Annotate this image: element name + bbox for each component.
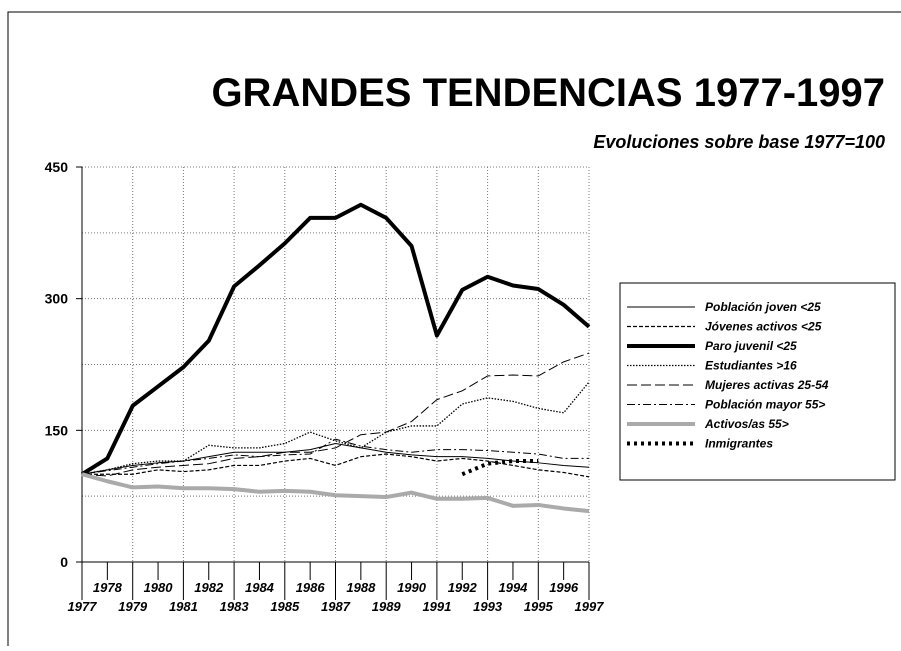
x-tick-label: 1983 — [220, 599, 250, 614]
series-line — [81, 438, 589, 475]
x-tick-label: 1979 — [118, 599, 148, 614]
x-tick-label: 1977 — [68, 599, 98, 614]
x-tick-label: 1985 — [270, 599, 300, 614]
frame — [7, 11, 901, 646]
x-tick-label: 1992 — [448, 580, 478, 595]
legend-label: Población joven <25 — [705, 300, 821, 314]
legend-label: Mujeres activas 25-54 — [705, 378, 829, 392]
x-tick-label: 1978 — [93, 580, 123, 595]
x-tick-label: 1984 — [245, 580, 275, 595]
series-line — [461, 459, 539, 477]
legend-label: Activos/as 55> — [704, 417, 789, 431]
series-line — [81, 352, 590, 477]
series-line — [81, 381, 590, 475]
y-tick-label: 300 — [45, 291, 69, 307]
legend-label: Jóvenes activos <25 — [705, 320, 822, 334]
y-tick-label: 450 — [45, 159, 69, 175]
legend-label: Paro juvenil <25 — [705, 339, 797, 353]
series-line — [80, 202, 591, 476]
chart-title: GRANDES TENDENCIAS 1977-1997 — [211, 71, 885, 115]
x-tick-label: 1994 — [498, 580, 528, 595]
x-tick-label: 1989 — [372, 599, 402, 614]
x-tick-label: 1991 — [422, 599, 451, 614]
x-tick-label: 1980 — [144, 580, 174, 595]
chart-subtitle: Evoluciones sobre base 1977=100 — [593, 132, 885, 152]
y-tick-label: 0 — [60, 554, 68, 570]
y-tick-label: 150 — [45, 422, 69, 438]
x-tick-label: 1981 — [169, 599, 198, 614]
legend-label: Estudiantes >16 — [705, 359, 797, 373]
legend-label: Población mayor 55> — [705, 398, 825, 412]
series-line — [81, 472, 590, 514]
x-tick-label: 1997 — [575, 599, 605, 614]
x-tick-label: 1990 — [397, 580, 427, 595]
x-tick-label: 1993 — [473, 599, 503, 614]
x-tick-label: 1988 — [346, 580, 376, 595]
legend-box — [619, 282, 896, 481]
x-tick-label: 1987 — [321, 599, 351, 614]
legend-label: Inmigrantes — [705, 437, 773, 451]
x-tick-label: 1995 — [524, 599, 554, 614]
x-tick-label: 1996 — [549, 580, 579, 595]
series-line — [82, 453, 590, 478]
x-tick-label: 1986 — [296, 580, 326, 595]
x-tick-label: 1982 — [194, 580, 224, 595]
